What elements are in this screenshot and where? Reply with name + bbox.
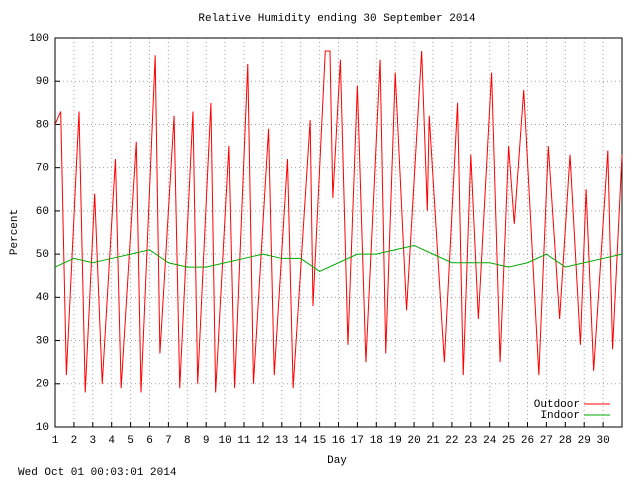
y-tick-label: 80 [36, 119, 49, 131]
x-tick-label: 13 [275, 435, 288, 447]
x-tick-label: 28 [559, 435, 572, 447]
y-tick-label: 90 [36, 76, 49, 88]
x-tick-label: 14 [294, 435, 308, 447]
y-tick-label: 100 [29, 33, 49, 45]
x-tick-label: 26 [521, 435, 534, 447]
x-tick-label: 15 [313, 435, 326, 447]
x-tick-label: 22 [445, 435, 458, 447]
x-tick-label: 27 [540, 435, 553, 447]
y-tick-label: 40 [36, 292, 49, 304]
x-tick-label: 5 [127, 435, 134, 447]
legend-label: Outdoor [534, 399, 580, 411]
y-tick-label: 50 [36, 249, 49, 261]
x-tick-label: 3 [89, 435, 96, 447]
x-tick-label: 29 [578, 435, 591, 447]
x-axis-label: Day [327, 455, 347, 467]
x-tick-label: 4 [108, 435, 115, 447]
x-tick-label: 6 [146, 435, 153, 447]
x-tick-label: 7 [165, 435, 172, 447]
x-tick-label: 2 [71, 435, 78, 447]
y-tick-label: 60 [36, 206, 49, 218]
x-tick-label: 19 [389, 435, 402, 447]
x-tick-label: 24 [483, 435, 497, 447]
y-tick-label: 30 [36, 335, 49, 347]
x-tick-label: 9 [203, 435, 210, 447]
x-tick-label: 11 [237, 435, 251, 447]
y-tick-label: 70 [36, 163, 49, 175]
x-tick-label: 17 [351, 435, 364, 447]
x-tick-label: 18 [370, 435, 383, 447]
plot-frame [54, 37, 623, 428]
data-line [54, 50, 623, 393]
x-tick-label: 20 [407, 435, 420, 447]
x-tick-label: 30 [596, 435, 609, 447]
data-line [54, 244, 623, 272]
chart-title: Relative Humidity ending 30 September 20… [198, 13, 476, 25]
x-tick-label: 12 [256, 435, 269, 447]
x-tick-label: 1 [52, 435, 59, 447]
x-tick-label: 8 [184, 435, 191, 447]
x-tick-label: 21 [426, 435, 440, 447]
x-tick-label: 23 [464, 435, 477, 447]
legend-label: Indoor [540, 410, 580, 422]
x-tick-label: 16 [332, 435, 345, 447]
x-tick-label: 10 [218, 435, 231, 447]
y-axis-label: Percent [9, 209, 21, 255]
footer: Wed Oct 01 00:03:01 2014 [18, 467, 177, 479]
y-tick-label: 10 [36, 422, 49, 434]
x-tick-label: 25 [502, 435, 515, 447]
y-tick-label: 20 [36, 379, 49, 391]
